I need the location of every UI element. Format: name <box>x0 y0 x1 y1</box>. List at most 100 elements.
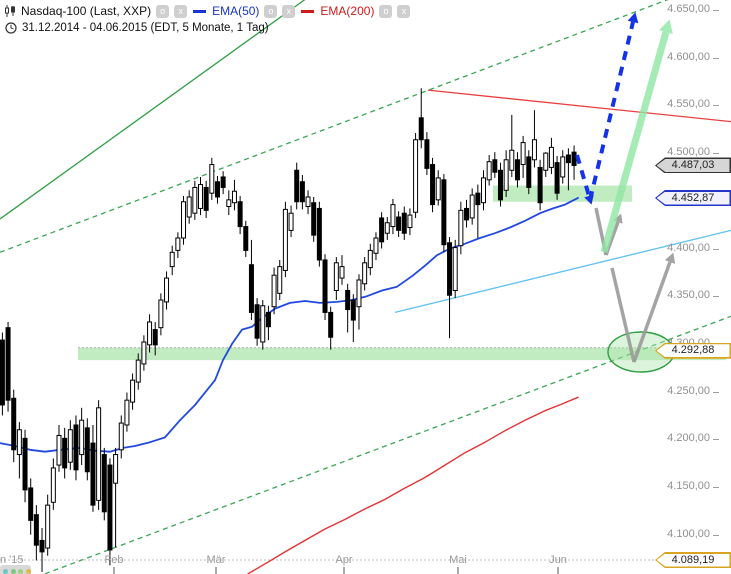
candle-body <box>509 149 515 171</box>
candle-body <box>441 179 447 246</box>
gray-v-big-up-head <box>664 252 676 264</box>
channel-mid-dashed <box>0 0 669 253</box>
candle-body <box>124 399 130 426</box>
candle-body <box>373 237 379 254</box>
clock-icon <box>5 21 17 34</box>
x-tick-label: Mär <box>206 554 226 566</box>
candle-body <box>62 437 68 469</box>
candle-body <box>328 311 334 338</box>
ema50-options-button[interactable]: o <box>264 4 278 18</box>
candle-body <box>401 212 407 234</box>
candle-body <box>33 514 39 546</box>
candle-body <box>254 304 260 339</box>
y-tick-mark <box>713 534 719 536</box>
candle-body <box>475 192 481 206</box>
candle-body <box>543 152 549 171</box>
candle-body <box>203 186 209 211</box>
candle-body <box>333 262 339 291</box>
candle-body <box>469 194 475 219</box>
candle-body <box>181 201 187 239</box>
candle-body <box>537 166 543 204</box>
candle-body <box>5 327 11 401</box>
candle-body <box>107 464 113 551</box>
candle-body <box>571 151 577 167</box>
x-tick-label: Mai <box>449 554 467 566</box>
candle-body <box>514 159 520 181</box>
candle-body <box>447 242 453 296</box>
x-tick-label: n '15 <box>0 554 24 566</box>
candle-body <box>520 142 526 166</box>
candle-body <box>175 237 181 251</box>
candle-body <box>435 177 441 201</box>
price-badge-value: 4.292,88 <box>656 344 730 358</box>
candle-body <box>379 217 385 243</box>
candle-body <box>101 454 107 513</box>
candle-body <box>158 299 164 329</box>
candle-body <box>407 214 413 229</box>
y-tick-label: 4.150,00 <box>667 480 710 492</box>
candle-body <box>56 434 62 466</box>
candle-body <box>265 311 271 328</box>
candle-body <box>424 139 430 169</box>
candlestick-icon <box>5 5 15 17</box>
candle-body <box>497 169 503 201</box>
y-tick-label: 4.650,00 <box>667 3 710 15</box>
title-options-button[interactable]: o <box>156 4 170 18</box>
candle-body <box>390 204 396 228</box>
ema-line-200 <box>247 396 579 574</box>
candle-body <box>11 397 17 451</box>
logo-dot <box>3 568 8 574</box>
logo-dot <box>10 568 16 574</box>
candle-body <box>299 181 305 203</box>
candle-body <box>209 164 215 194</box>
price-badge: 4.292,88 <box>655 342 731 359</box>
candle-body <box>481 177 486 204</box>
candle-body <box>345 289 351 311</box>
resistance-red <box>427 89 731 123</box>
candle-body <box>548 146 554 168</box>
date-range-row: 31.12.2014 - 04.06.2015 (EDT, 5 Monate, … <box>5 20 269 35</box>
ema200-close-button[interactable]: x <box>397 4 411 18</box>
y-tick-mark <box>713 105 719 107</box>
y-tick-label: 4.250,00 <box>667 384 710 397</box>
candle-body <box>39 539 45 553</box>
y-tick-mark <box>713 296 719 298</box>
candle-body <box>260 305 266 343</box>
candle-body <box>164 277 170 303</box>
candle-body <box>90 442 96 506</box>
x-tick-label: Feb <box>104 554 124 566</box>
candle-body <box>16 429 22 456</box>
ema200-legend-label: EMA(200) <box>320 4 375 18</box>
chart-title: Nasdaq-100 (Last, XXP) <box>21 4 152 18</box>
candle-body <box>554 162 560 194</box>
candle-body <box>130 379 136 403</box>
chart-header: Nasdaq-100 (Last, XXP) o x EMA(50) o x E… <box>5 3 411 19</box>
x-tick-label: Apr <box>335 554 353 566</box>
price-badge-value: 4.487,03 <box>656 158 730 172</box>
candle-body <box>96 407 102 501</box>
candle-body <box>367 249 373 269</box>
brand-logo <box>0 565 31 574</box>
candle-body <box>141 341 147 365</box>
candle-body <box>73 424 79 471</box>
candle-body <box>384 222 390 234</box>
ema200-color-dash <box>301 9 315 13</box>
ema200-options-button[interactable]: o <box>379 4 393 18</box>
y-tick-mark <box>713 57 719 59</box>
candle-body <box>135 359 141 383</box>
candle-body <box>305 196 311 208</box>
candle-body <box>565 154 571 164</box>
y-tick-label: 4.200,00 <box>667 432 710 445</box>
candle-body <box>560 156 566 178</box>
title-close-button[interactable]: x <box>174 4 188 18</box>
y-tick-label: 4.500,00 <box>667 146 710 159</box>
ema50-close-button[interactable]: x <box>282 4 296 18</box>
candle-body <box>339 266 345 279</box>
y-tick-label: 4.100,00 <box>667 527 710 540</box>
candle-body <box>28 487 34 521</box>
candle-body <box>198 184 203 209</box>
gray-v-small-up-head <box>613 213 623 224</box>
price-badge-value: 4.089,19 <box>656 553 730 567</box>
